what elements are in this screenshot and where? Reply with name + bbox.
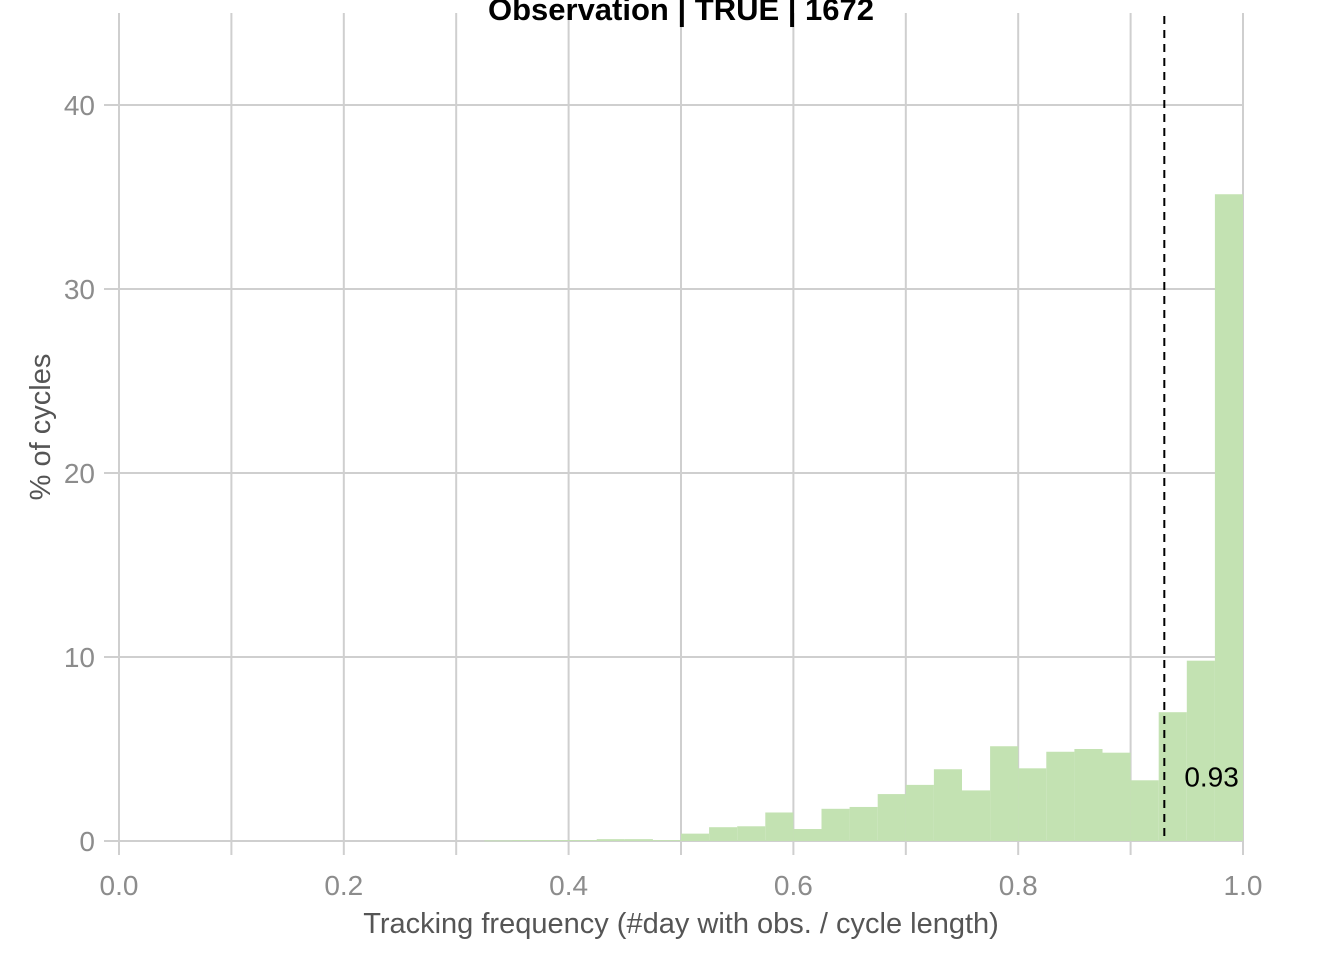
x-tick-label: 0.6 — [774, 870, 813, 901]
histogram-bar — [624, 839, 653, 841]
histogram-bar — [990, 746, 1019, 841]
histogram-bar — [1074, 749, 1103, 841]
y-tick-label: 10 — [64, 642, 95, 673]
histogram-bar — [652, 840, 681, 841]
histogram-bar — [849, 806, 878, 841]
chart-title: Observation | TRUE | 1672 — [488, 0, 874, 27]
y-axis-ticks: 0 10 20 30 40 — [64, 90, 95, 857]
histogram-bar — [877, 794, 906, 841]
y-axis-title: % of cycles — [25, 354, 57, 501]
histogram-bar — [737, 826, 766, 841]
histogram-bar — [681, 833, 710, 841]
x-axis-ticks: 0.0 0.2 0.4 0.6 0.8 1.0 — [100, 870, 1263, 901]
histogram-bar — [484, 840, 513, 842]
reference-line-label: 0.93 — [1184, 762, 1239, 793]
histogram-bar — [962, 790, 991, 841]
y-tick-label: 40 — [64, 90, 95, 121]
histogram-bar — [1130, 780, 1159, 841]
x-tick-label: 0.2 — [324, 870, 363, 901]
histogram-bar — [1186, 660, 1215, 841]
histogram-bar — [1214, 194, 1243, 842]
x-axis-title: Tracking frequency (#day with obs. / cyc… — [363, 908, 999, 940]
histogram-bar — [1046, 751, 1075, 841]
histogram-bar — [512, 840, 541, 841]
grid-lines — [104, 13, 1244, 855]
histogram-bar — [793, 829, 822, 841]
y-tick-label: 20 — [64, 458, 95, 489]
x-tick-label: 0.4 — [549, 870, 588, 901]
histogram-bar — [540, 840, 569, 841]
reference-line-group: 0.93 — [1163, 16, 1239, 841]
x-tick-label: 0.0 — [100, 870, 139, 901]
y-tick-label: 0 — [79, 826, 95, 857]
histogram-bar — [568, 840, 597, 841]
histogram-bar — [1102, 752, 1131, 841]
histogram-bar — [1018, 768, 1047, 841]
histogram-bar — [905, 784, 934, 841]
x-tick-label: 1.0 — [1224, 870, 1263, 901]
histogram-bar — [1158, 712, 1187, 841]
x-tick-label: 0.8 — [999, 870, 1038, 901]
y-tick-label: 30 — [64, 274, 95, 305]
histogram-bar — [821, 808, 850, 841]
histogram-bars — [484, 194, 1243, 842]
histogram-bar — [765, 812, 794, 841]
histogram-bar — [709, 827, 738, 841]
histogram-bar — [933, 769, 962, 841]
histogram-bar — [596, 839, 625, 841]
